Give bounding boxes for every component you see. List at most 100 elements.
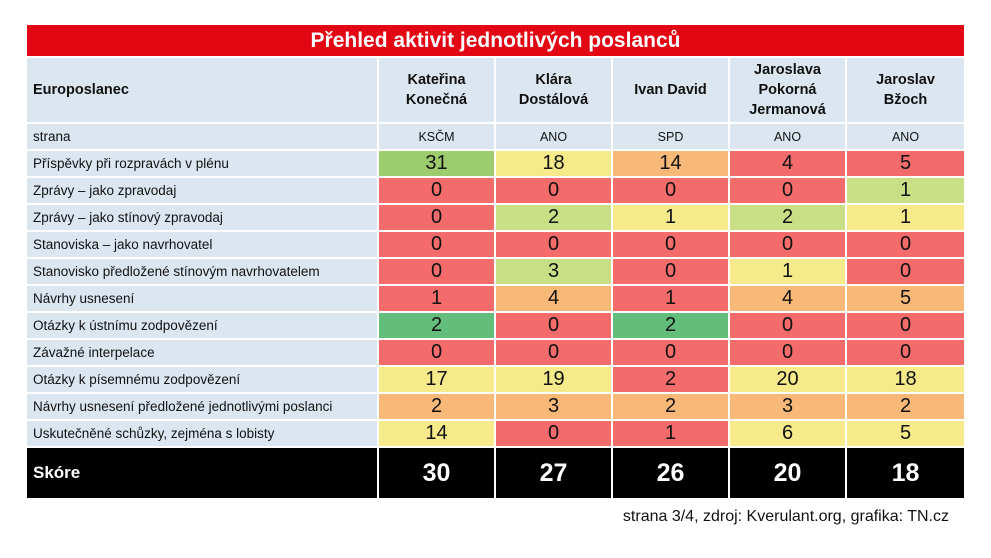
- party-cell: SPD: [613, 124, 730, 151]
- member-name-cell: Jaroslava Pokorná Jermanová: [730, 58, 847, 124]
- value-cell: 0: [496, 178, 613, 205]
- value-cell: 4: [730, 151, 847, 178]
- score-value: 18: [847, 448, 964, 500]
- activity-label: Závažné interpelace: [27, 340, 379, 367]
- member-name-cell: Jaroslav Bžoch: [847, 58, 964, 124]
- value-cell: 3: [730, 394, 847, 421]
- row-header-label: Europoslanec: [27, 58, 379, 124]
- value-cell: 3: [496, 259, 613, 286]
- value-cell: 1: [847, 178, 964, 205]
- value-cell: 2: [379, 313, 496, 340]
- table-row: Stanoviska – jako navrhovatel 0 0 0 0 0: [27, 232, 964, 259]
- activity-label: Příspěvky při rozpravách v plénu: [27, 151, 379, 178]
- activity-label: Stanoviska – jako navrhovatel: [27, 232, 379, 259]
- member-name-line: Konečná: [405, 92, 468, 108]
- value-cell: 0: [379, 178, 496, 205]
- value-cell: 0: [730, 340, 847, 367]
- activity-label: Zprávy – jako stínový zpravodaj: [27, 205, 379, 232]
- table-row: Uskutečněné schůzky, zejména s lobisty 14…: [27, 421, 964, 448]
- party-label: strana: [27, 124, 379, 151]
- party-row: strana KSČM ANO SPD ANO ANO: [27, 124, 964, 151]
- member-name-cell: Ivan David: [613, 58, 730, 124]
- value-cell: 1: [379, 286, 496, 313]
- table-row: Návrhy usnesení 1 4 1 4 5: [27, 286, 964, 313]
- value-cell: 2: [613, 394, 730, 421]
- score-value: 27: [496, 448, 613, 500]
- table-row: Stanovisko předložené stínovým navrhovat…: [27, 259, 964, 286]
- member-name-line: Bžoch: [883, 92, 928, 108]
- party-cell: ANO: [496, 124, 613, 151]
- chart-title: Přehled aktivit jednotlivých poslanců: [27, 25, 964, 56]
- value-cell: 0: [496, 313, 613, 340]
- table-row: Zprávy – jako stínový zpravodaj 0 2 1 2 1: [27, 205, 964, 232]
- member-name-line: Dostálová: [518, 92, 589, 108]
- table-row: Příspěvky při rozpravách v plénu 31 18 14 4 5: [27, 151, 964, 178]
- value-cell: 0: [379, 259, 496, 286]
- value-cell: 5: [847, 151, 964, 178]
- value-cell: 0: [496, 340, 613, 367]
- value-cell: 14: [613, 151, 730, 178]
- value-cell: 1: [613, 286, 730, 313]
- value-cell: 0: [730, 313, 847, 340]
- value-cell: 19: [496, 367, 613, 394]
- value-cell: 18: [847, 367, 964, 394]
- value-cell: 1: [613, 205, 730, 232]
- value-cell: 3: [496, 394, 613, 421]
- value-cell: 14: [379, 421, 496, 448]
- value-cell: 1: [613, 421, 730, 448]
- value-cell: 2: [379, 394, 496, 421]
- activity-label: Návrhy usnesení: [27, 286, 379, 313]
- header-row: Europoslanec Kateřina Konečná Klára Dostálov…: [27, 58, 964, 124]
- party-cell: KSČM: [379, 124, 496, 151]
- activity-label: Otázky k písemnému zodpovězení: [27, 367, 379, 394]
- value-cell: 20: [730, 367, 847, 394]
- activity-label: Návrhy usnesení předložené jednotlivými …: [27, 394, 379, 421]
- value-cell: 0: [730, 178, 847, 205]
- value-cell: 2: [613, 367, 730, 394]
- value-cell: 0: [496, 421, 613, 448]
- score-value: 20: [730, 448, 847, 500]
- party-cell: ANO: [847, 124, 964, 151]
- value-cell: 5: [847, 286, 964, 313]
- value-cell: 0: [496, 232, 613, 259]
- value-cell: 17: [379, 367, 496, 394]
- value-cell: 2: [730, 205, 847, 232]
- score-value: 26: [613, 448, 730, 500]
- member-name-line: Jaroslava: [754, 62, 821, 78]
- value-cell: 0: [613, 259, 730, 286]
- value-cell: 0: [847, 259, 964, 286]
- member-name-cell: Kateřina Konečná: [379, 58, 496, 124]
- activity-label: Otázky k ústnímu zodpovězení: [27, 313, 379, 340]
- party-cell: ANO: [730, 124, 847, 151]
- score-label: Skóre: [27, 448, 379, 500]
- value-cell: 1: [730, 259, 847, 286]
- member-name-line: Kateřina: [407, 72, 466, 88]
- value-cell: 0: [613, 340, 730, 367]
- member-name-line: Klára: [535, 72, 572, 88]
- score-value: 30: [379, 448, 496, 500]
- member-name-line: Jermanová: [749, 102, 826, 118]
- value-cell: 0: [847, 340, 964, 367]
- value-cell: 0: [847, 232, 964, 259]
- value-cell: 0: [379, 340, 496, 367]
- member-name-cell: Klára Dostálová: [496, 58, 613, 124]
- value-cell: 0: [730, 232, 847, 259]
- value-cell: 0: [613, 232, 730, 259]
- value-cell: 2: [496, 205, 613, 232]
- table-row: Otázky k písemnému zodpovězení 17 19 2 20 18: [27, 367, 964, 394]
- member-name-line: Ivan David: [634, 82, 707, 98]
- value-cell: 2: [847, 394, 964, 421]
- value-cell: 0: [613, 178, 730, 205]
- member-name-line: Pokorná: [758, 82, 817, 98]
- table-row: Závažné interpelace 0 0 0 0 0: [27, 340, 964, 367]
- activity-label: Uskutečněné schůzky, zejména s lobisty: [27, 421, 379, 448]
- value-cell: 2: [613, 313, 730, 340]
- activity-table: Europoslanec Kateřina Konečná Klára Dostálov…: [27, 58, 964, 500]
- value-cell: 4: [730, 286, 847, 313]
- value-cell: 6: [730, 421, 847, 448]
- value-cell: 0: [847, 313, 964, 340]
- value-cell: 0: [379, 205, 496, 232]
- source-footer: strana 3/4, zdroj: Kverulant.org, grafik…: [622, 508, 949, 525]
- value-cell: 18: [496, 151, 613, 178]
- table-row: Návrhy usnesení předložené jednotlivými …: [27, 394, 964, 421]
